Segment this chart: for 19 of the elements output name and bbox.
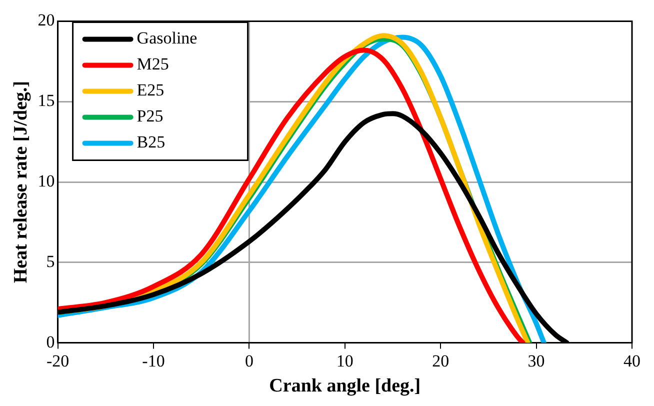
x-tick-label: -10 [142, 351, 165, 370]
x-tick-label: 10 [336, 351, 354, 370]
legend-label: E25 [136, 80, 164, 100]
y-tick-label: 20 [38, 10, 55, 30]
legend-label: Gasoline [136, 28, 198, 48]
x-tick-label: -20 [46, 351, 70, 370]
x-tick-label: 40 [624, 351, 640, 370]
x-tick-label: 0 [244, 351, 254, 370]
x-axis-title: Crank angle [deg.] [269, 376, 421, 397]
x-tick-label: 20 [432, 351, 450, 370]
legend-label: P25 [136, 106, 164, 126]
y-tick-label: 0 [46, 332, 55, 352]
y-tick-label: 15 [38, 91, 55, 110]
y-axis-title: Heat release rate [J/deg.] [10, 80, 32, 284]
legend-label: M25 [136, 54, 169, 74]
y-tick-label: 10 [38, 171, 55, 190]
legend-label: B25 [136, 132, 166, 152]
x-tick-label: 30 [528, 351, 545, 370]
y-tick-label: 5 [46, 252, 55, 271]
